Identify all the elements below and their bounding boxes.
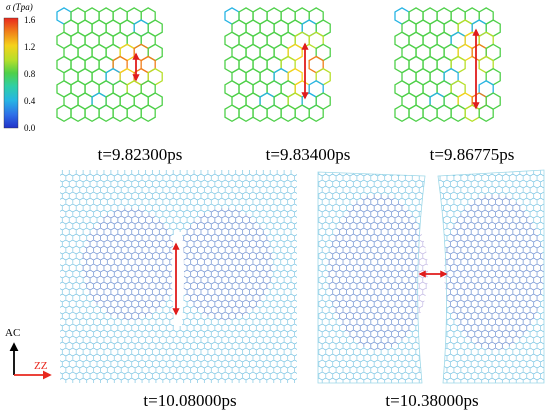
panel-4-caption: t=10.08000ps bbox=[143, 391, 236, 410]
hexagon-cell bbox=[98, 104, 114, 123]
hexagon-cell bbox=[450, 104, 466, 123]
hexagon-cell bbox=[252, 104, 268, 123]
hexagon-cell bbox=[308, 104, 324, 123]
orientation-axes: AC ZZ bbox=[5, 327, 52, 380]
hexagon-cell bbox=[56, 104, 72, 123]
lattice-panel-2 bbox=[224, 7, 331, 123]
hexagon-cell bbox=[84, 104, 100, 123]
colorbar-tick-5: 0.0 bbox=[24, 123, 36, 133]
dense-region-right-5 bbox=[444, 194, 544, 350]
lattice-panel-1 bbox=[56, 7, 163, 123]
hexagon-cell bbox=[478, 104, 494, 123]
fragment-edge-right bbox=[437, 169, 545, 384]
lattice-panel-5 bbox=[317, 169, 545, 384]
dense-region-left bbox=[82, 208, 178, 320]
colorbar-tick-4: 0.4 bbox=[24, 96, 36, 106]
hexagon-cell bbox=[140, 104, 156, 123]
hexagon-cell bbox=[408, 104, 424, 123]
colorbar-title: σ (Tpa) bbox=[6, 2, 33, 12]
zz-axis-label: ZZ bbox=[34, 360, 48, 372]
colorbar-tick-2: 1.2 bbox=[24, 42, 35, 52]
hexagon-cell bbox=[394, 104, 410, 123]
lattice-panel-4 bbox=[60, 170, 297, 383]
hexagon-cell bbox=[224, 104, 240, 123]
hexagon-cell bbox=[70, 104, 86, 123]
lattice-panel-3 bbox=[394, 7, 501, 123]
hexagon-cell bbox=[294, 104, 310, 123]
panel-3-caption: t=9.86775ps bbox=[430, 145, 515, 164]
panel-2-caption: t=9.83400ps bbox=[266, 145, 351, 164]
panel-5-caption: t=10.38000ps bbox=[385, 391, 478, 410]
hexagon-cell bbox=[436, 104, 452, 123]
hexagon-cell bbox=[266, 104, 282, 123]
ac-axis-label: AC bbox=[5, 327, 20, 339]
hexagon-cell bbox=[238, 104, 254, 123]
hexagon-cell bbox=[422, 104, 438, 123]
colorbar-gradient bbox=[3, 17, 19, 129]
crack-gap bbox=[172, 232, 184, 326]
colorbar-tick-1: 1.6 bbox=[24, 15, 36, 25]
fragment-edge-left bbox=[317, 171, 426, 384]
hexagon-cell bbox=[464, 104, 480, 123]
colorbar: σ (Tpa) 1.6 1.2 0.8 0.4 0.0 bbox=[3, 2, 36, 133]
panel-1-caption: t=9.82300ps bbox=[98, 145, 183, 164]
colorbar-tick-3: 0.8 bbox=[24, 69, 36, 79]
dense-region-right bbox=[177, 208, 273, 320]
hexagon-cell bbox=[112, 104, 128, 123]
hexagon-cell bbox=[280, 104, 296, 123]
dense-region-left-5 bbox=[328, 194, 428, 350]
hexagon-cell bbox=[126, 104, 142, 123]
